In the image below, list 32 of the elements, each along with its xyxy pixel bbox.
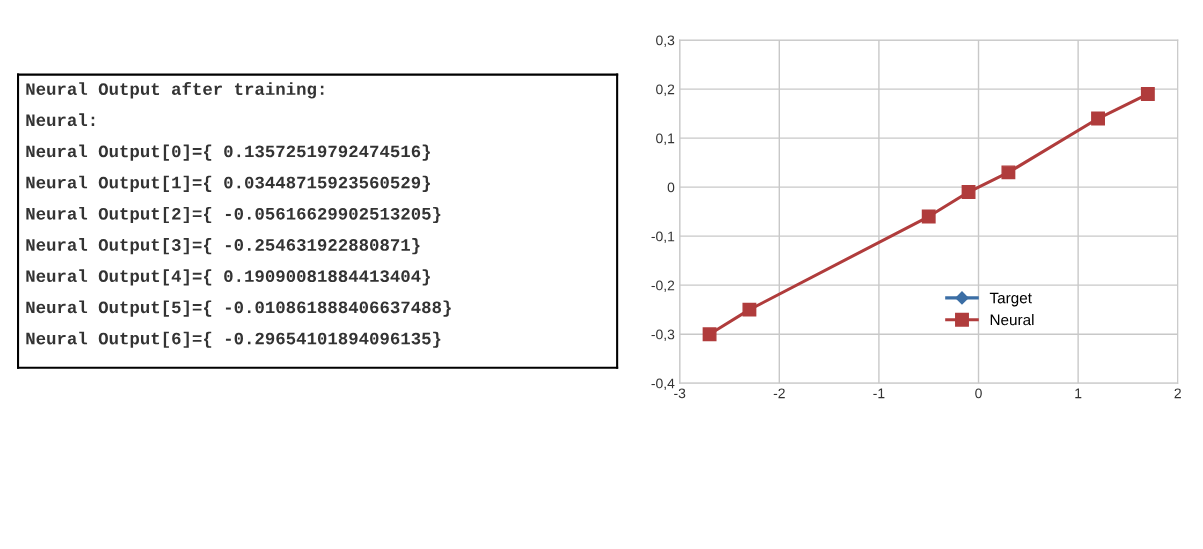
x-tick-label: -1	[873, 388, 885, 399]
text: Neural:	[26, 113, 95, 127]
text: Neural Output[3]={ -0.254631922880871}	[26, 238, 420, 255]
text: Neural Output[6]={ -0.29654101894096135}	[26, 331, 441, 348]
y-tick-label: 0	[667, 182, 675, 193]
text: Neural Output[1]={ 0.03448715923560529}	[26, 175, 430, 192]
point	[921, 209, 936, 224]
x-tick-label: -3	[674, 388, 686, 399]
point	[742, 302, 757, 317]
x-tick-label: 1	[1075, 388, 1082, 399]
text: Neural Output after training:	[26, 82, 324, 99]
legend-label: Neural	[990, 314, 1034, 326]
y-tick-label: -0,1	[651, 231, 675, 243]
text: Neural Output[2]={ -0.05616629902513205}	[26, 206, 441, 224]
x-tick-label: 0	[975, 388, 982, 399]
y-tick-label: 0,1	[656, 133, 675, 145]
point	[1140, 87, 1155, 101]
point	[702, 327, 717, 342]
y-tick-label: -0,2	[651, 280, 675, 292]
point	[1001, 165, 1016, 180]
point	[961, 185, 976, 199]
x-tick-label: 2	[1174, 388, 1181, 399]
y-tick-label: -0,3	[651, 329, 675, 341]
text: Neural Output[4]={ 0.19090081884413404}	[26, 269, 430, 286]
y-tick-label: 0,3	[656, 35, 675, 47]
legend-label: Target	[989, 292, 1032, 307]
text: Neural Output[0]={ 0.13572519792474516}	[26, 144, 430, 161]
y-tick-label: 0,2	[656, 84, 675, 96]
x-tick-label: -2	[773, 388, 785, 399]
text: Neural Output[5]={ -0.010861888406637488}	[26, 300, 451, 317]
y-tick-label: -0,4	[651, 378, 675, 391]
point	[1091, 111, 1105, 126]
